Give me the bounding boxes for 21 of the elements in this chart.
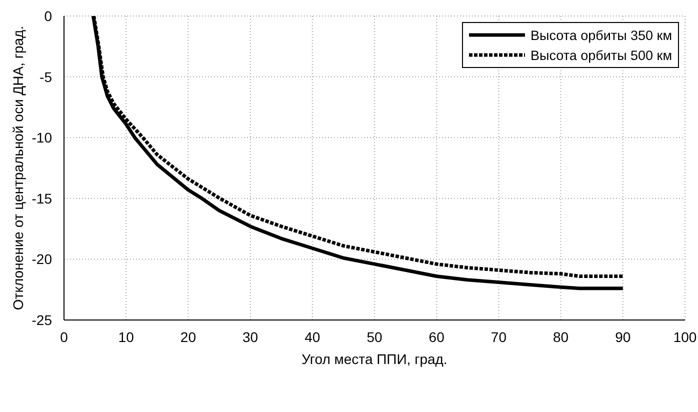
x-tick-label: 30	[242, 328, 258, 345]
y-tick-label: -10	[32, 130, 52, 146]
legend-label: Высота орбиты 500 км	[530, 48, 672, 62]
x-tick-label: 80	[553, 328, 569, 345]
x-tick-label: 50	[366, 328, 382, 345]
x-tick-label: 70	[490, 328, 507, 345]
x-tick-label: 0	[60, 328, 68, 345]
legend-label: Высота орбиты 350 км	[530, 28, 672, 42]
x-tick-label: 20	[180, 328, 196, 345]
y-tick-label: -25	[32, 312, 52, 328]
x-tick-label: 10	[118, 328, 134, 345]
y-tick-label: -20	[32, 251, 52, 268]
x-tick-label: 60	[428, 328, 445, 345]
x-tick-label: 90	[615, 328, 631, 345]
x-tick-label: 100	[673, 328, 697, 345]
y-tick-label: -5	[40, 68, 52, 85]
x-axis-title: Угол места ППИ, град.	[302, 351, 448, 367]
y-tick-label: 0	[44, 8, 52, 24]
y-axis-title: Отклонение от центральной оси ДНА, град.	[10, 26, 26, 310]
y-tick-label: -15	[32, 190, 52, 206]
x-tick-label: 40	[304, 328, 320, 345]
